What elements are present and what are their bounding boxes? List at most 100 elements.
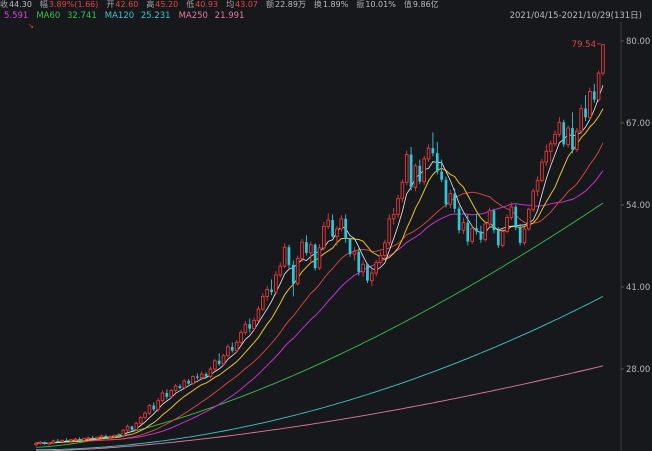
candle-body-down — [178, 386, 182, 388]
ma60-line — [35, 202, 604, 448]
candle-body-up — [156, 400, 160, 410]
quote-label: 低 — [186, 0, 195, 9]
quote-item: 低40.93 — [186, 0, 222, 9]
candle-body-up — [38, 441, 43, 444]
ma-item: MA60 32.741 — [36, 11, 100, 21]
candle-body-down — [348, 239, 352, 255]
candle-body-up — [282, 246, 287, 267]
candle-body-up — [378, 254, 383, 263]
candle-body-up — [95, 436, 99, 439]
candle-body-up — [426, 147, 431, 160]
y-tick-label: 28.00 — [626, 365, 650, 375]
candle-body-up — [134, 422, 139, 431]
candle-body-down — [457, 208, 461, 231]
candle-body-down — [43, 442, 47, 445]
candle-body-up — [213, 360, 217, 370]
candle-body-up — [509, 206, 514, 219]
candle-body-up — [531, 190, 536, 210]
candle-body-up — [527, 208, 531, 230]
candle-body-down — [65, 440, 68, 442]
candle-body-down — [187, 380, 191, 384]
candle-body-down — [270, 289, 273, 293]
candle-body-up — [256, 308, 261, 321]
quote-item: 幅3.89%(1.66) — [40, 0, 102, 9]
candlestick-chart[interactable]: 80.00 67.00 54.00 41.00 28.00 79.54 ↘ — [0, 22, 652, 451]
y-tick-label: 41.00 — [626, 283, 650, 293]
quote-value: 40.93 — [195, 0, 219, 9]
candle-body-down — [287, 247, 291, 265]
ma-value: 21.991 — [211, 11, 245, 21]
candle-body-up — [544, 150, 549, 163]
candle-body-up — [73, 438, 78, 441]
candle-body-up — [387, 218, 392, 244]
candle-body-up — [404, 154, 409, 183]
candle-body-up — [260, 295, 265, 310]
candle-body-up — [34, 442, 38, 446]
quote-value: 45.20 — [155, 0, 179, 9]
quote-item: 值9.86亿 — [404, 0, 443, 9]
candle-body-up — [208, 368, 213, 378]
candle-body-down — [78, 439, 81, 441]
candle-body-up — [422, 158, 426, 183]
quote-value: 9.86亿 — [412, 0, 439, 9]
ma-value: 25.231 — [138, 11, 171, 21]
quote-label: 开 — [106, 0, 115, 9]
candle-body-up — [121, 429, 126, 437]
candle-body-up — [522, 228, 527, 244]
candle-body-down — [435, 153, 439, 172]
candle-body-up — [125, 425, 130, 431]
candle-body-up — [265, 289, 269, 297]
quote-label: 高 — [146, 0, 155, 9]
candle-body-up — [566, 127, 570, 145]
quote-value: 3.89%(1.66) — [48, 0, 99, 9]
candle-body-down — [518, 227, 522, 243]
candle-body-up — [548, 143, 553, 152]
candle-body-up — [51, 440, 56, 444]
candle-body-up — [243, 323, 248, 333]
candle-body-up — [143, 412, 147, 419]
candle-body-down — [366, 264, 369, 281]
candle-body-down — [592, 91, 596, 100]
candle-body-up — [400, 181, 405, 200]
candle-body-up — [308, 244, 313, 254]
candle-body-up — [274, 274, 278, 293]
candle-body-down — [496, 230, 500, 246]
candle-body-down — [91, 437, 95, 439]
candle-body-down — [453, 193, 457, 209]
date-range: 2021/04/15-2021/10/29(131日) — [509, 11, 642, 21]
quote-value: 10.01% — [365, 0, 396, 9]
candle-body-down — [409, 154, 413, 188]
candle-body-up — [596, 72, 601, 101]
candle-body-down — [117, 435, 121, 437]
candle-body-up — [483, 223, 488, 241]
candle-body-down — [344, 218, 348, 240]
candle-body-up — [300, 241, 304, 260]
candle-body-up — [588, 90, 592, 118]
quote-item: 开42.60 — [106, 0, 142, 9]
quote-label: 幅 — [39, 0, 48, 9]
ma-label: MA250 — [178, 11, 208, 21]
quote-item: 收44.30 — [0, 0, 36, 9]
quote-label: 振 — [356, 0, 365, 9]
candle-body-down — [492, 210, 496, 231]
ma-label: MA60 — [36, 11, 61, 21]
candle-body-down — [357, 251, 361, 272]
candle-body-up — [138, 417, 143, 424]
candle-body-down — [165, 392, 169, 397]
candle-body-up — [557, 121, 562, 135]
candle-body-down — [584, 108, 587, 118]
candle-body-down — [313, 244, 317, 269]
quote-label: 均 — [226, 0, 235, 9]
candle-body-up — [448, 193, 453, 205]
quote-value: 43.07 — [235, 0, 258, 9]
candle-body-down — [444, 179, 448, 205]
candle-body-up — [112, 434, 117, 437]
candle-body-down — [466, 222, 470, 242]
quote-item: 振10.01% — [356, 0, 400, 9]
candle-body-up — [601, 44, 605, 74]
candle-body-up — [326, 219, 331, 227]
candle-body-down — [514, 206, 518, 228]
candle-body-up — [374, 261, 379, 274]
candle-body-up — [160, 392, 165, 401]
ma250-line — [36, 365, 604, 451]
